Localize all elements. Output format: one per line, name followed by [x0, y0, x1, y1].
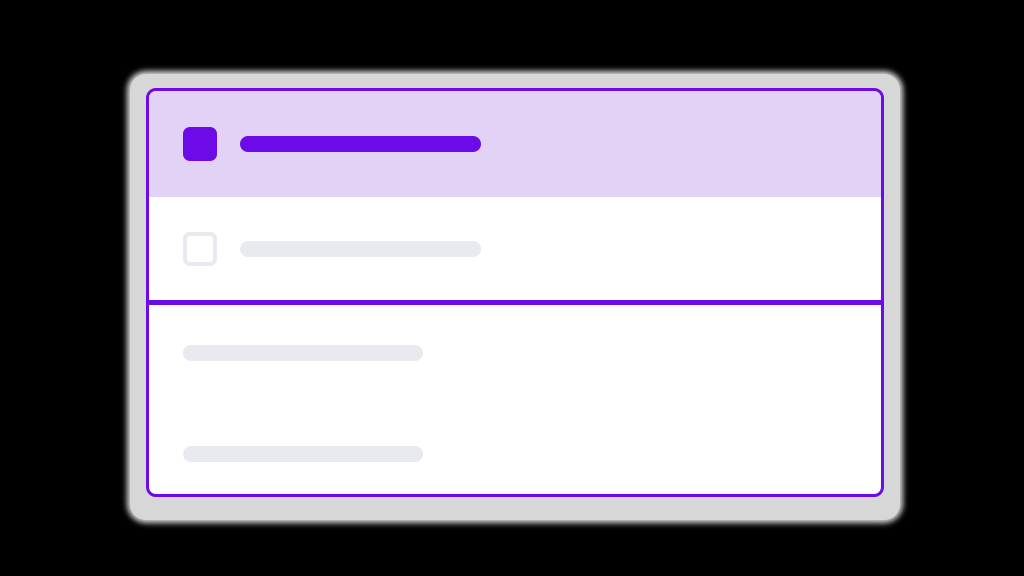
checkbox-checked-icon[interactable]: [183, 127, 217, 161]
unselected-option-row[interactable]: [149, 197, 881, 300]
checkbox-unchecked-icon[interactable]: [183, 231, 217, 266]
selected-option-row[interactable]: [149, 91, 881, 197]
body-section: [149, 305, 881, 462]
section-divider: [149, 300, 881, 305]
text-line-placeholder: [183, 446, 423, 462]
option-label-placeholder-bar: [240, 240, 481, 257]
text-line-placeholder: [183, 345, 423, 361]
title-placeholder-bar: [240, 136, 481, 152]
question-card: [146, 88, 884, 497]
